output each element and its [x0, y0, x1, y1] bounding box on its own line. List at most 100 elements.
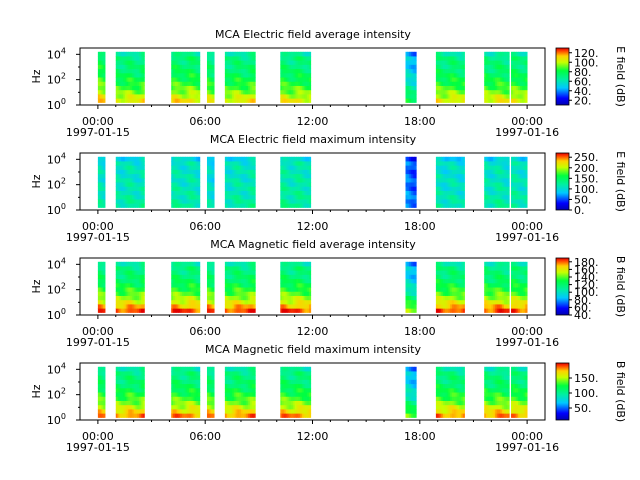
heatmap-cell [453, 156, 456, 162]
heatmap-cell [519, 194, 523, 200]
heatmap-cell [498, 81, 501, 86]
heatmap-cell [514, 173, 517, 179]
heatmap-cell [135, 72, 138, 78]
heatmap-cell [292, 186, 296, 191]
heatmap-cell [237, 274, 240, 280]
heatmap-cell [291, 169, 294, 175]
heatmap-cell [459, 274, 462, 280]
heatmap-cell [126, 270, 129, 275]
heatmap-cell [296, 304, 299, 309]
heatmap-cell [97, 173, 101, 179]
heatmap-cell [511, 169, 514, 175]
y-tick-label: 104 [47, 256, 66, 271]
heatmap-cell [196, 308, 199, 313]
heatmap-cell [190, 56, 194, 61]
heatmap-cell [496, 194, 499, 200]
heatmap-cell [491, 81, 494, 86]
heatmap-cell [212, 278, 215, 284]
heatmap-cell [291, 60, 294, 65]
heatmap-cell [294, 282, 297, 288]
heatmap-cell [185, 199, 188, 204]
y-tick-label: 102 [47, 177, 66, 192]
heatmap-cell [206, 274, 210, 280]
heatmap-cell [407, 77, 410, 82]
heatmap-cell [140, 387, 143, 393]
heatmap-cell [128, 308, 131, 313]
heatmap-cell [503, 98, 507, 103]
heatmap-cell [444, 266, 448, 271]
heatmap-cell [99, 186, 102, 191]
heatmap-cell [171, 190, 174, 196]
heatmap-cell [97, 379, 101, 385]
heatmap-cell [228, 98, 231, 103]
heatmap-cell [303, 287, 306, 292]
heatmap-cell [282, 89, 285, 95]
heatmap-cell [171, 51, 174, 57]
heatmap-cell [226, 77, 229, 82]
heatmap-cell [224, 182, 228, 187]
heatmap-cell [502, 266, 505, 271]
heatmap-cell [198, 295, 201, 301]
heatmap-cell [282, 261, 285, 267]
heatmap-cell [189, 98, 192, 103]
heatmap-cell [124, 299, 127, 305]
heatmap-cell [180, 203, 183, 208]
heatmap-cell [251, 291, 254, 296]
heatmap-cell [237, 282, 240, 288]
heatmap-cell [460, 291, 464, 296]
heatmap-cell [126, 89, 129, 95]
heatmap-cell [308, 261, 312, 267]
heatmap-cell [455, 304, 458, 309]
heatmap-cell [249, 94, 253, 99]
heatmap-cell [130, 203, 133, 208]
heatmap-cell [498, 261, 501, 267]
heatmap-cell [485, 274, 489, 280]
heatmap-cell [212, 156, 215, 162]
heatmap-cell [459, 199, 462, 204]
heatmap-cell [282, 266, 285, 271]
heatmap-cell [240, 85, 244, 91]
heatmap-cell [140, 94, 143, 99]
heatmap-cell [280, 56, 283, 61]
heatmap-cell [459, 77, 462, 82]
heatmap-cell [410, 56, 414, 61]
heatmap-cell [117, 169, 120, 175]
heatmap-cell [493, 299, 496, 305]
heatmap-cell [101, 98, 104, 103]
heatmap-cell [405, 194, 408, 200]
heatmap-cell [210, 371, 213, 376]
heatmap-cell [414, 199, 417, 204]
heatmap-cell [187, 165, 190, 170]
colorbar-label: E field (dB) [614, 46, 627, 107]
heatmap-cell [117, 274, 120, 280]
heatmap-cell [185, 270, 188, 275]
heatmap-cell [307, 72, 310, 78]
heatmap-cell [139, 274, 142, 280]
heatmap-cell [183, 98, 186, 103]
heatmap-cell [512, 261, 515, 267]
heatmap-cell [181, 165, 185, 170]
heatmap-cell [190, 89, 194, 95]
heatmap-cell [460, 304, 464, 309]
heatmap-cell [491, 56, 494, 61]
heatmap-cell [494, 81, 498, 86]
heatmap-cell [291, 282, 294, 288]
heatmap-cell [484, 89, 487, 95]
heatmap-cell [133, 304, 136, 309]
heatmap-cell [280, 77, 283, 82]
heatmap-cell [128, 186, 131, 191]
heatmap-cell [187, 81, 190, 86]
heatmap-cell [242, 278, 245, 284]
heatmap-cell [498, 199, 501, 204]
heatmap-cell [173, 383, 176, 389]
heatmap-cell [178, 85, 181, 91]
heatmap-cell [130, 186, 133, 191]
colorbar-tick-label: 120. [574, 47, 599, 60]
heatmap-cell [518, 295, 521, 301]
heatmap-cell [198, 371, 201, 376]
heatmap-cell [407, 194, 410, 200]
heatmap-cell [240, 182, 244, 187]
heatmap-cell [493, 274, 496, 280]
heatmap-cell [502, 161, 505, 166]
heatmap-cell [444, 60, 448, 65]
